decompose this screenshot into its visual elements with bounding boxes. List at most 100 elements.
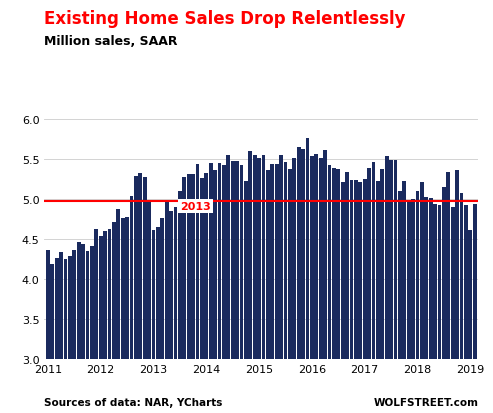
Bar: [310, 157, 314, 413]
Bar: [178, 192, 182, 413]
Bar: [165, 202, 169, 413]
Bar: [328, 166, 331, 413]
Bar: [130, 197, 134, 413]
Bar: [354, 180, 358, 413]
Bar: [402, 182, 406, 413]
Bar: [283, 163, 287, 413]
Bar: [156, 228, 160, 413]
Bar: [468, 230, 472, 413]
Bar: [332, 169, 336, 413]
Bar: [112, 222, 116, 413]
Bar: [424, 198, 428, 413]
Text: WOLFSTREET.com: WOLFSTREET.com: [373, 397, 478, 407]
Bar: [442, 188, 446, 413]
Bar: [240, 165, 244, 413]
Bar: [86, 252, 89, 413]
Bar: [306, 139, 310, 413]
Bar: [72, 250, 76, 413]
Bar: [315, 155, 318, 413]
Bar: [319, 159, 322, 413]
Bar: [381, 169, 384, 413]
Bar: [253, 156, 256, 413]
Bar: [235, 161, 239, 413]
Bar: [266, 171, 270, 413]
Bar: [90, 246, 94, 413]
Bar: [147, 200, 151, 413]
Bar: [116, 209, 120, 413]
Bar: [301, 150, 305, 413]
Bar: [389, 161, 393, 413]
Bar: [169, 211, 173, 413]
Bar: [64, 259, 68, 413]
Bar: [244, 182, 248, 413]
Bar: [297, 148, 301, 413]
Bar: [103, 232, 107, 413]
Bar: [420, 183, 424, 413]
Bar: [160, 218, 164, 413]
Bar: [341, 183, 345, 413]
Bar: [152, 230, 155, 413]
Bar: [385, 157, 388, 413]
Bar: [447, 173, 450, 413]
Bar: [358, 183, 362, 413]
Bar: [398, 192, 402, 413]
Bar: [182, 178, 186, 413]
Bar: [367, 169, 371, 413]
Text: Existing Home Sales Drop Relentlessly: Existing Home Sales Drop Relentlessly: [44, 10, 406, 28]
Bar: [196, 164, 199, 413]
Bar: [55, 258, 59, 413]
Bar: [363, 180, 367, 413]
Bar: [200, 179, 204, 413]
Bar: [121, 218, 125, 413]
Bar: [350, 180, 353, 413]
Bar: [143, 177, 146, 413]
Bar: [292, 159, 296, 413]
Bar: [275, 164, 279, 413]
Text: Sources of data: NAR, YCharts: Sources of data: NAR, YCharts: [44, 397, 223, 407]
Bar: [99, 236, 103, 413]
Bar: [209, 164, 212, 413]
Bar: [257, 159, 261, 413]
Bar: [372, 163, 375, 413]
Bar: [433, 204, 437, 413]
Bar: [125, 217, 129, 413]
Bar: [262, 156, 265, 413]
Bar: [464, 205, 468, 413]
Bar: [248, 152, 252, 413]
Bar: [81, 244, 85, 413]
Bar: [416, 192, 420, 413]
Bar: [455, 171, 459, 413]
Bar: [139, 174, 142, 413]
Bar: [231, 162, 235, 413]
Bar: [336, 169, 340, 413]
Bar: [411, 199, 415, 413]
Bar: [473, 204, 477, 413]
Bar: [50, 264, 54, 413]
Bar: [393, 161, 397, 413]
Bar: [279, 156, 283, 413]
Bar: [222, 165, 226, 413]
Bar: [191, 175, 195, 413]
Bar: [46, 251, 50, 413]
Bar: [407, 200, 411, 413]
Bar: [451, 208, 455, 413]
Bar: [376, 182, 380, 413]
Bar: [323, 151, 327, 413]
Bar: [345, 173, 349, 413]
Bar: [226, 156, 230, 413]
Bar: [217, 164, 221, 413]
Bar: [213, 171, 217, 413]
Bar: [288, 169, 292, 413]
Bar: [68, 256, 72, 413]
Bar: [59, 252, 63, 413]
Bar: [438, 205, 441, 413]
Bar: [429, 199, 432, 413]
Text: 2013: 2013: [180, 202, 211, 211]
Bar: [205, 173, 208, 413]
Bar: [107, 229, 111, 413]
Bar: [187, 175, 191, 413]
Bar: [271, 164, 274, 413]
Bar: [174, 208, 177, 413]
Text: Million sales, SAAR: Million sales, SAAR: [44, 35, 178, 48]
Bar: [77, 243, 80, 413]
